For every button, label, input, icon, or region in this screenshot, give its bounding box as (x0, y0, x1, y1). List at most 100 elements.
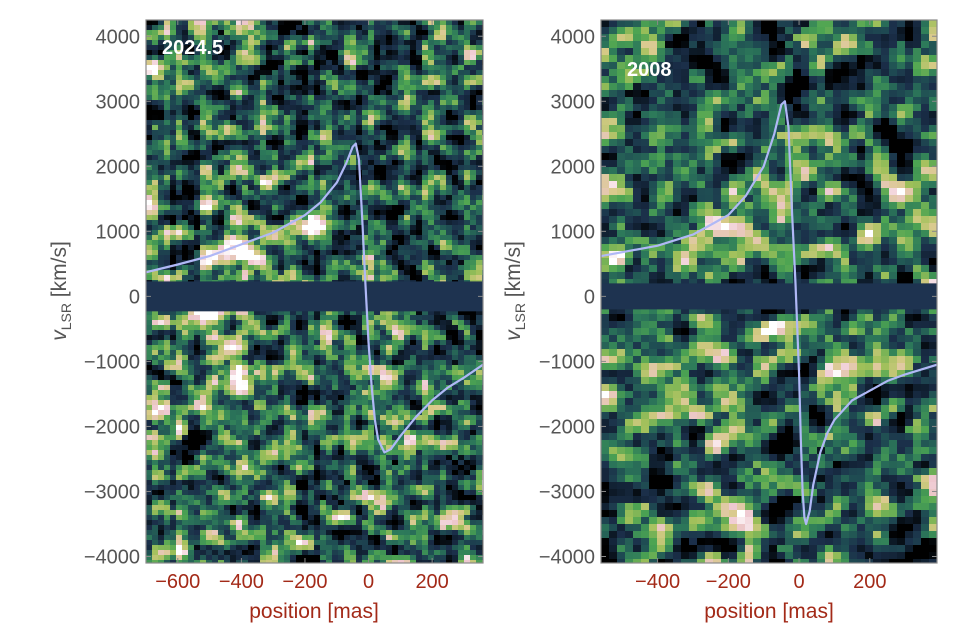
heatmap-cell (158, 365, 165, 371)
heatmap-cell (212, 75, 219, 81)
heatmap-cell (410, 320, 417, 326)
heatmap-cell (176, 140, 183, 146)
heatmap-cell (320, 370, 327, 376)
heatmap-cell (398, 380, 405, 386)
heatmap-cell (404, 330, 411, 336)
heatmap-cell (224, 230, 231, 236)
heatmap-cell (152, 175, 159, 181)
heatmap-cell (470, 375, 477, 381)
heatmap-cell (320, 55, 327, 61)
heatmap-cell (320, 70, 327, 76)
heatmap-cell (386, 160, 393, 166)
heatmap-cell (452, 130, 459, 136)
heatmap-cell (218, 110, 225, 116)
heatmap-cell (194, 425, 201, 431)
heatmap-cell (362, 350, 369, 356)
heatmap-cell (152, 85, 159, 91)
heatmap-cell (272, 105, 279, 111)
heatmap-cell (308, 140, 315, 146)
heatmap-cell (380, 245, 387, 251)
heatmap-cell (290, 185, 297, 191)
heatmap-cell (362, 30, 369, 36)
heatmap-cell (200, 275, 207, 281)
heatmap-cell (434, 430, 441, 436)
heatmap-cell (272, 50, 279, 56)
heatmap-cell (236, 70, 243, 76)
heatmap-cell (386, 415, 393, 421)
heatmap-cell (338, 325, 345, 331)
heatmap-cell (158, 445, 165, 451)
heatmap-cell (182, 140, 189, 146)
heatmap-cell (212, 195, 219, 201)
heatmap-cell (188, 255, 195, 261)
heatmap-cell (434, 385, 441, 391)
heatmap-cell (458, 65, 465, 71)
heatmap-cell (368, 310, 375, 316)
heatmap-cell (206, 60, 213, 66)
heatmap-cell (362, 395, 369, 401)
heatmap-cell (152, 160, 159, 166)
heatmap-cell (230, 50, 237, 56)
heatmap-cell (338, 100, 345, 106)
heatmap-cell (446, 435, 453, 441)
heatmap-cell (452, 370, 459, 376)
heatmap-cell (380, 275, 387, 281)
heatmap-cell (272, 400, 279, 406)
heatmap-cell (350, 120, 357, 126)
heatmap-cell (398, 375, 405, 381)
heatmap-cell (224, 110, 231, 116)
heatmap-cell (404, 340, 411, 346)
heatmap-cell (464, 365, 471, 371)
heatmap-cell (392, 270, 399, 276)
heatmap-cell (200, 370, 207, 376)
heatmap-cell (302, 395, 309, 401)
heatmap-cell (290, 45, 297, 51)
heatmap-cell (194, 400, 201, 406)
heatmap-cell (374, 220, 381, 226)
heatmap-cell (290, 25, 297, 31)
heatmap-cell (278, 60, 285, 66)
heatmap-cell (338, 60, 345, 66)
heatmap-cell (458, 395, 465, 401)
heatmap-cell (188, 85, 195, 91)
heatmap-cell (248, 375, 255, 381)
heatmap-cell (290, 430, 297, 436)
heatmap-cell (332, 380, 339, 386)
heatmap-cell (260, 395, 267, 401)
heatmap-cell (368, 150, 375, 156)
heatmap-cell (404, 55, 411, 61)
heatmap-cell (440, 320, 447, 326)
heatmap-cell (152, 455, 159, 461)
heatmap-cell (182, 180, 189, 186)
heatmap-cell (194, 255, 201, 261)
heatmap-cell (278, 440, 285, 446)
heatmap-cell (206, 150, 213, 156)
heatmap-cell (452, 155, 459, 161)
heatmap-cell (236, 375, 243, 381)
heatmap-cell (272, 440, 279, 446)
heatmap-cell (302, 60, 309, 66)
heatmap-cell (182, 415, 189, 421)
heatmap-cell (410, 105, 417, 111)
heatmap-cell (470, 220, 477, 226)
heatmap-cell (254, 65, 261, 71)
heatmap-cell (158, 20, 165, 26)
heatmap-cell (212, 55, 219, 61)
heatmap-cell (254, 25, 261, 31)
heatmap-cell (344, 320, 351, 326)
heatmap-cell (404, 400, 411, 406)
heatmap-cell (398, 65, 405, 71)
heatmap-cell (296, 220, 303, 226)
heatmap-cell (356, 235, 363, 241)
heatmap-cell (386, 105, 393, 111)
heatmap-cell (272, 185, 279, 191)
heatmap-cell (332, 435, 339, 441)
heatmap-cell (290, 190, 297, 196)
heatmap-cell (362, 250, 369, 256)
heatmap-cell (410, 275, 417, 281)
heatmap-cell (320, 455, 327, 461)
heatmap-cell (440, 70, 447, 76)
heatmap-cell (242, 55, 249, 61)
heatmap-cell (308, 385, 315, 391)
heatmap-cell (176, 145, 183, 151)
